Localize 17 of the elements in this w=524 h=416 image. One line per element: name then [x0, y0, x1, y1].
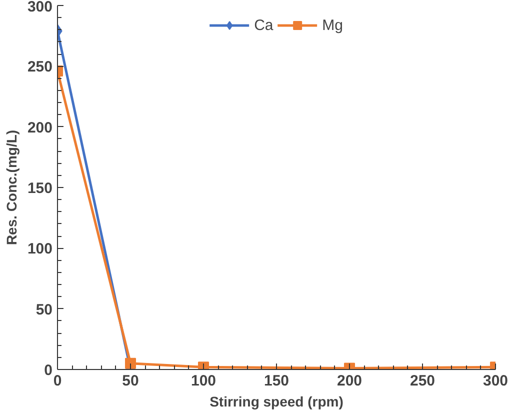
y-tick-label: 100 — [27, 240, 53, 258]
legend-label: Mg — [322, 16, 343, 34]
y-tick-label: 250 — [27, 58, 53, 76]
y-tick-label: 200 — [27, 119, 53, 136]
x-axis-title: Stirring speed (rpm) — [210, 394, 344, 410]
x-tick-label: 50 — [122, 372, 139, 390]
x-tick-label: 100 — [190, 372, 216, 390]
y-tick-label: 0 — [44, 362, 52, 379]
x-tick-label: 150 — [264, 372, 290, 390]
x-tick-label: 200 — [336, 372, 362, 390]
x-tick-label: 250 — [410, 372, 436, 390]
legend-label: Ca — [254, 16, 274, 34]
x-tick-label: 300 — [482, 372, 508, 390]
y-axis-title: Res. Conc.(mg/L) — [3, 130, 20, 246]
y-tick-label: 300 — [27, 0, 53, 16]
y-tick-label: 50 — [36, 301, 53, 318]
y-tick-label: 150 — [27, 180, 53, 197]
